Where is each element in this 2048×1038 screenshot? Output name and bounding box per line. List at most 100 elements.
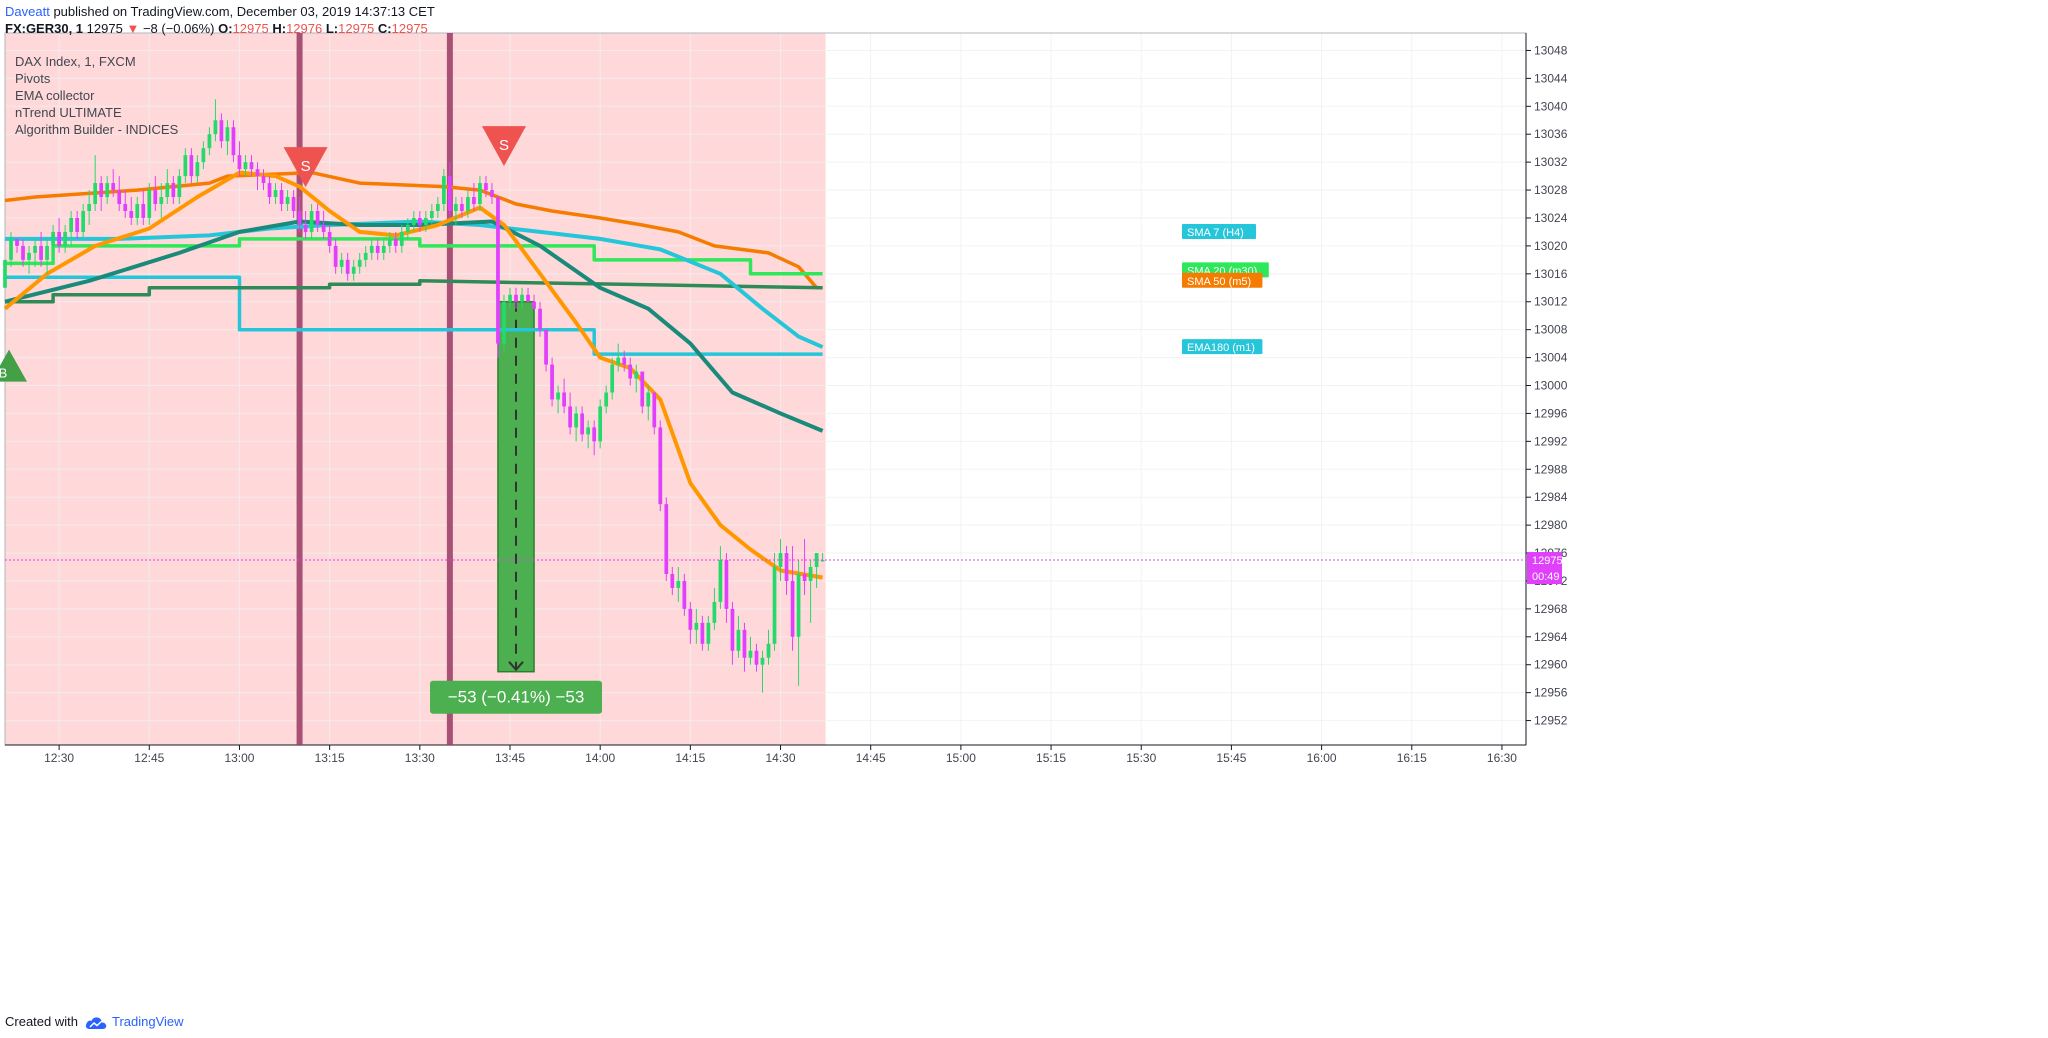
- candle: [45, 238, 49, 274]
- candle: [790, 546, 795, 651]
- candle: [153, 176, 158, 211]
- candle-body: [231, 127, 236, 156]
- candle-body: [754, 650, 759, 665]
- candle-body: [315, 211, 320, 225]
- candle-body: [27, 252, 31, 260]
- candle-body: [393, 238, 398, 246]
- candle: [682, 573, 687, 616]
- candle-body: [381, 245, 386, 253]
- candle: [814, 553, 819, 588]
- candle-body: [712, 601, 717, 623]
- candle: [33, 238, 37, 267]
- candle: [556, 385, 560, 414]
- candle: [309, 204, 314, 239]
- candle-body: [369, 245, 374, 253]
- sell-signal-icon: [481, 126, 526, 167]
- ma-series-line: [3, 170, 823, 580]
- candle-body: [562, 392, 566, 407]
- candle-body: [544, 329, 548, 365]
- candle: [478, 176, 482, 211]
- candle-body: [195, 162, 200, 177]
- candle: [63, 224, 67, 253]
- candle: [628, 357, 633, 386]
- candle: [303, 211, 308, 239]
- candle: [448, 162, 452, 218]
- candle-body: [207, 134, 212, 149]
- candle: [375, 238, 380, 260]
- x-tick-label: 16:30: [1487, 751, 1517, 765]
- x-tick-label: 12:45: [134, 751, 164, 765]
- candle-body: [39, 245, 43, 260]
- candle-body: [141, 204, 146, 218]
- candle: [405, 217, 410, 239]
- candle-body: [339, 259, 344, 267]
- candle-body: [784, 553, 789, 581]
- candle: [442, 169, 446, 211]
- last-price: 12975: [86, 21, 123, 36]
- candle: [393, 231, 398, 253]
- candle: [177, 169, 182, 205]
- x-tick-label: 16:00: [1307, 751, 1337, 765]
- x-tick-label: 14:00: [585, 751, 615, 765]
- candle-body: [526, 294, 530, 302]
- candle: [730, 601, 735, 665]
- candle-body: [423, 217, 428, 225]
- footer: Created with TradingView: [5, 1013, 184, 1030]
- candle: [369, 238, 374, 260]
- candle-body: [502, 301, 506, 344]
- candle-body: [81, 211, 86, 232]
- candle: [694, 608, 699, 644]
- price-change: −8 (−0.06%): [142, 21, 215, 36]
- indicator-legend: DAX Index, 1, FXCM Pivots EMA collector …: [15, 53, 178, 138]
- change-down-icon: ▼: [126, 21, 140, 36]
- candle-body: [610, 364, 615, 393]
- candle-body: [171, 183, 176, 198]
- candle-body: [568, 406, 572, 428]
- y-tick-label: 12952: [1534, 714, 1568, 728]
- sell-signal-label: S: [301, 158, 311, 175]
- candle: [195, 155, 200, 184]
- x-tick-label: 12:30: [44, 751, 74, 765]
- candle-body: [514, 294, 518, 302]
- candle: [183, 148, 188, 184]
- low-label: L:: [325, 21, 339, 36]
- vertical-marker: [446, 33, 453, 745]
- legend-item-pivots[interactable]: Pivots: [15, 71, 51, 86]
- legend-item-series[interactable]: DAX Index, 1, FXCM: [15, 54, 136, 69]
- candle-body: [237, 155, 242, 170]
- candle: [670, 567, 675, 595]
- candle: [159, 183, 164, 218]
- candle-body: [808, 567, 813, 581]
- candle-body: [351, 266, 356, 274]
- candle: [117, 176, 122, 211]
- author-link[interactable]: Daveatt: [5, 4, 50, 19]
- candle: [399, 224, 404, 253]
- candle-body: [225, 127, 230, 142]
- legend-item-ntrend[interactable]: nTrend ULTIMATE: [15, 105, 122, 120]
- candle: [532, 294, 536, 309]
- candle: [249, 155, 254, 177]
- candle: [550, 357, 554, 407]
- tradingview-brand-link[interactable]: TradingView: [112, 1014, 184, 1029]
- candle-body: [165, 183, 170, 198]
- x-tick-label: 14:45: [856, 751, 886, 765]
- candle: [21, 238, 25, 267]
- candle: [15, 238, 19, 253]
- candle-body: [255, 169, 260, 177]
- candle-body: [159, 197, 164, 205]
- candle: [514, 287, 518, 309]
- candle-body: [676, 580, 681, 588]
- candle: [315, 204, 320, 232]
- candle-body: [694, 622, 699, 630]
- legend-item-ema-collector[interactable]: EMA collector: [15, 88, 95, 103]
- x-tick-label: 13:45: [495, 751, 525, 765]
- candle: [724, 553, 729, 623]
- legend-item-algorithm-builder[interactable]: Algorithm Builder - INDICES: [15, 122, 179, 137]
- ma-series-line: [5, 279, 823, 304]
- x-tick-label: 13:30: [405, 751, 435, 765]
- symbol-label: FX:GER30, 1: [5, 21, 84, 36]
- candle: [634, 364, 639, 393]
- symbol-ohlc-row: FX:GER30, 1 12975 ▼ −8 (−0.06%) O:12975 …: [5, 20, 428, 37]
- candle: [387, 231, 392, 253]
